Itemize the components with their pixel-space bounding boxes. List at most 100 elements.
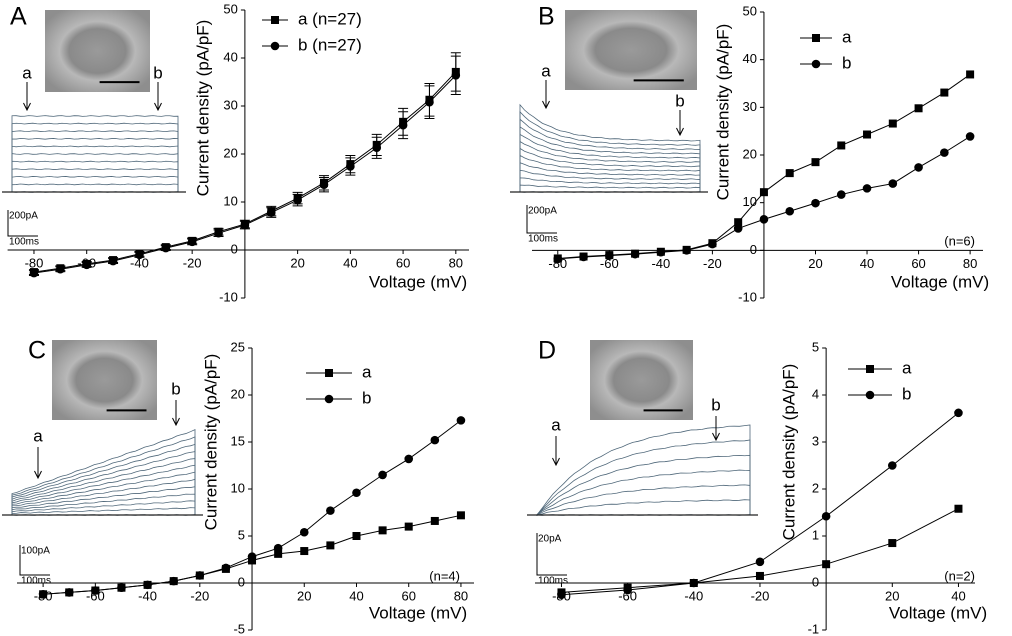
marker-square: [863, 130, 872, 139]
arrow-label: b: [711, 395, 720, 414]
marker-circle: [372, 143, 382, 153]
arrow-head: [676, 127, 684, 137]
panel-letter: D: [538, 337, 556, 365]
scale-time: 100ms: [21, 576, 51, 587]
marker-circle: [270, 41, 280, 51]
x-tick-label: 80: [449, 255, 463, 270]
marker-circle: [557, 590, 566, 600]
marker-circle: [914, 163, 923, 172]
arrow-label: b: [171, 379, 180, 398]
current-trace: [514, 169, 706, 193]
current-trace: [6, 471, 201, 516]
marker-circle: [811, 59, 821, 69]
y-axis-label: Current density (pA/pF): [779, 364, 798, 541]
x-tick-label: 40: [951, 588, 965, 603]
current-trace: [6, 137, 184, 193]
marker-circle: [247, 552, 257, 561]
marker-circle: [214, 228, 223, 238]
marker-circle: [169, 576, 178, 586]
marker-circle: [273, 543, 283, 553]
current-trace: [6, 464, 201, 516]
marker-circle: [623, 585, 632, 595]
x-tick-label: -20: [183, 255, 202, 270]
marker-circle: [965, 132, 975, 141]
marker-circle: [865, 390, 875, 400]
marker-square: [940, 88, 949, 97]
marker-circle: [187, 237, 197, 247]
x-tick-label: -60: [618, 588, 637, 603]
y-tick-label: -10: [219, 289, 238, 304]
current-trace: [6, 115, 184, 193]
n-note: (n=4): [429, 568, 460, 583]
legend-label: a: [902, 358, 912, 377]
marker-circle: [954, 408, 963, 418]
y-tick-label: -1: [808, 621, 820, 636]
y-tick-label: 10: [223, 193, 237, 208]
x-tick-label: 60: [911, 256, 925, 271]
marker-circle: [811, 198, 820, 208]
x-axis-label: Voltage (mV): [369, 603, 467, 622]
marker-circle: [299, 527, 309, 537]
y-tick-label: 0: [750, 242, 757, 257]
marker-circle: [940, 148, 949, 157]
scale-current: 100pA: [21, 546, 50, 557]
y-tick-label: 2: [812, 480, 819, 495]
panel-letter: A: [10, 3, 27, 31]
current-trace: [531, 454, 756, 516]
marker-square: [759, 188, 768, 197]
x-tick-label: -40: [130, 255, 149, 270]
panel: Dab20pA100ms-80-60-40-202040-1012345Curr…: [527, 337, 987, 636]
current-trace: [6, 486, 201, 516]
marker-circle: [64, 588, 74, 597]
marker-circle: [682, 246, 691, 255]
current-trace: [6, 478, 201, 516]
marker-circle: [135, 250, 144, 260]
marker-circle: [708, 239, 717, 249]
arrow-label: a: [22, 63, 32, 82]
marker-square: [888, 119, 897, 128]
legend-label: a (n=27): [298, 9, 362, 28]
marker-square: [755, 571, 764, 580]
legend-label: b: [842, 53, 851, 72]
marker-square: [837, 141, 846, 150]
current-trace: [514, 184, 706, 193]
marker-square: [914, 104, 923, 113]
arrow-head: [23, 102, 31, 112]
trace-scale-bar: [536, 533, 567, 576]
marker-circle: [324, 394, 334, 404]
current-trace: [6, 130, 184, 193]
trace-scale-bar: [7, 210, 38, 237]
x-tick-label: -20: [703, 256, 722, 271]
current-trace: [531, 469, 756, 516]
marker-circle: [378, 470, 387, 480]
current-trace: [6, 183, 184, 193]
x-tick-label: 40: [860, 256, 874, 271]
marker-circle: [240, 220, 250, 230]
marker-circle: [456, 416, 466, 425]
marker-circle: [862, 184, 872, 193]
y-tick-label: 50: [742, 3, 756, 18]
marker-circle: [82, 260, 91, 270]
marker-circle: [553, 254, 563, 264]
y-tick-label: 40: [742, 51, 756, 66]
marker-circle: [689, 578, 699, 588]
marker-square: [954, 504, 963, 513]
x-axis-label: Voltage (mV): [889, 603, 987, 622]
marker-circle: [759, 215, 769, 224]
marker-square: [274, 549, 283, 558]
x-tick-label: -80: [25, 255, 44, 270]
x-tick-label: 20: [885, 588, 899, 603]
arrow-head: [172, 417, 180, 427]
marker-square: [325, 369, 333, 377]
current-trace: [6, 175, 184, 193]
marker-circle: [38, 589, 48, 599]
marker-circle: [319, 180, 329, 190]
y-tick-label: 50: [223, 1, 237, 16]
marker-square: [888, 539, 897, 548]
trace-scale-bar: [526, 205, 557, 234]
marker-circle: [404, 454, 414, 464]
marker-circle: [143, 580, 152, 590]
arrow-head: [34, 470, 42, 480]
y-tick-label: -5: [233, 621, 245, 636]
